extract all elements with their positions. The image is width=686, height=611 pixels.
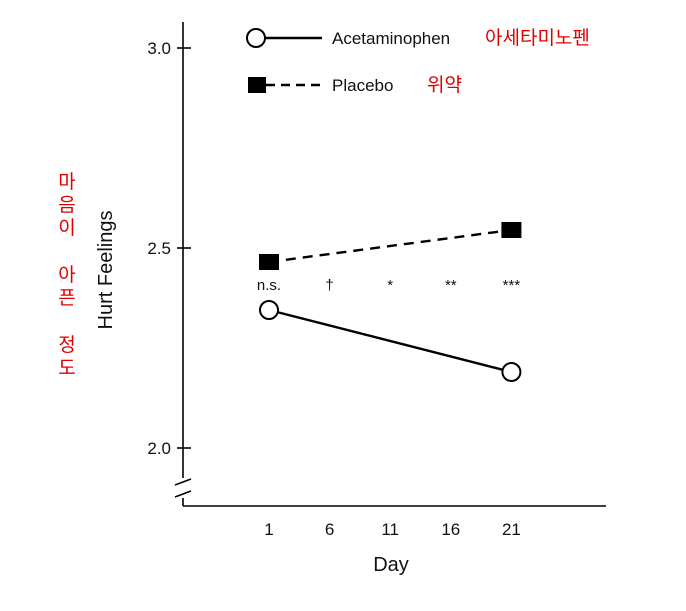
y-tick-label: 3.0: [147, 39, 171, 58]
significance-label: n.s.: [257, 277, 281, 294]
legend-label-placebo: Placebo: [332, 76, 393, 95]
significance-label: †: [325, 277, 333, 294]
y-axis-label: Hurt Feelings: [95, 211, 117, 330]
plot-area: [259, 222, 522, 382]
significance-label: ***: [503, 277, 521, 294]
legend-label-placebo-korean: 위약: [427, 74, 462, 96]
series-line-acetaminophen: [268, 308, 512, 374]
legend-filled-square-marker: [248, 77, 266, 93]
x-tick-label: 16: [441, 520, 460, 539]
legend-open-circle-marker: [246, 28, 266, 48]
legend: Acetaminophen 아세타미노펜 Placebo 위약: [246, 27, 590, 96]
legend-item-acetaminophen: Acetaminophen 아세타미노펜: [246, 27, 590, 49]
legend-label-acetaminophen: Acetaminophen: [332, 29, 450, 48]
y-tick-label: 2.0: [147, 439, 171, 458]
x-axis-label: Day: [373, 554, 409, 576]
significance-label: **: [445, 277, 457, 294]
x-tick-label: 11: [381, 520, 399, 539]
x-tick-label: 1: [264, 520, 273, 539]
data-point-placebo: [501, 222, 522, 238]
x-tick-label: 21: [502, 520, 521, 539]
axis-break-mark: [174, 478, 192, 498]
x-ticks: 1 6 11 16 21: [264, 520, 521, 539]
legend-label-acetaminophen-korean: 아세타미노펜: [485, 27, 590, 49]
data-point-placebo: [259, 254, 279, 270]
data-point-acetaminophen: [501, 362, 522, 382]
y-tick-label: 2.5: [147, 239, 171, 258]
series-line-placebo: [268, 228, 512, 264]
data-point-acetaminophen: [259, 300, 279, 320]
significance-labels: n.s. † * ** ***: [257, 277, 520, 294]
significance-label: *: [387, 277, 393, 294]
legend-item-placebo: Placebo 위약: [248, 74, 462, 96]
x-tick-label: 6: [325, 520, 334, 539]
y-ticks: 2.0 2.5 3.0: [147, 39, 191, 458]
